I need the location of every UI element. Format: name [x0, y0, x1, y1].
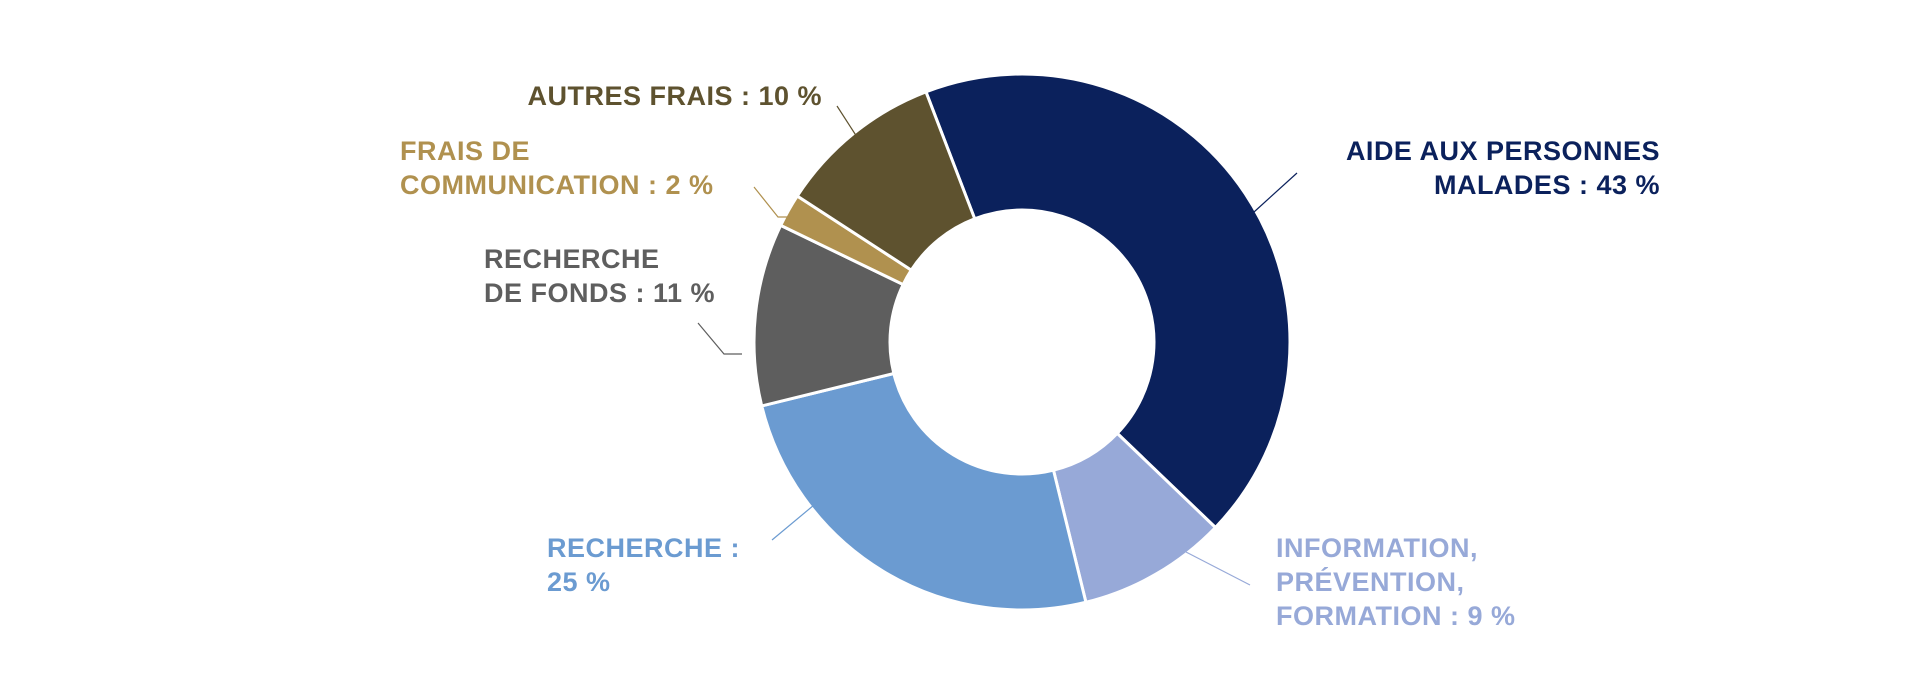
- data-label-line: AUTRES FRAIS : 10 %: [527, 81, 822, 111]
- data-label-recherche-de-fonds: RECHERCHE DE FONDS : 11 %: [484, 244, 715, 308]
- data-label-line: RECHERCHE: [484, 244, 660, 274]
- data-label-line: COMMUNICATION : 2 %: [400, 170, 714, 200]
- data-label-line: 25 %: [547, 567, 611, 597]
- leader-line-frais-de-communication: [753, 186, 790, 218]
- data-label-line: MALADES : 43 %: [1434, 170, 1660, 200]
- leader-line-information-prevention-formation: [1185, 551, 1251, 586]
- slice-autres-frais: [795, 90, 977, 272]
- leader-line-recherche: [771, 504, 815, 541]
- leader-line-recherche-de-fonds: [697, 322, 742, 355]
- slice-recherche: [760, 371, 1088, 612]
- leader-line-autres-frais: [836, 105, 858, 138]
- leader-lines-group: [697, 105, 1298, 586]
- data-label-information-prevention-formation: INFORMATION, PRÉVENTION, FORMATION : 9 %: [1276, 533, 1516, 631]
- data-label-autres-frais: AUTRES FRAIS : 10 %: [527, 81, 822, 111]
- data-label-frais-de-communication: FRAIS DE COMMUNICATION : 2 %: [400, 136, 714, 200]
- data-label-line: FRAIS DE: [400, 136, 530, 166]
- data-label-line: INFORMATION,: [1276, 533, 1478, 563]
- slice-aide-aux-personnes-malades: [924, 72, 1292, 529]
- slices-group: [752, 72, 1292, 612]
- data-label-line: DE FONDS : 11 %: [484, 278, 715, 308]
- labels-group: AIDE AUX PERSONNES MALADES : 43 % INFORMAT…: [400, 81, 1660, 631]
- data-label-recherche: RECHERCHE : 25 %: [547, 533, 740, 597]
- data-label-line: FORMATION : 9 %: [1276, 601, 1516, 631]
- data-label-line: AIDE AUX PERSONNES: [1346, 136, 1660, 166]
- leader-line-aide-aux-personnes-malades: [1253, 172, 1298, 213]
- data-label-line: PRÉVENTION,: [1276, 566, 1465, 597]
- data-label-aide-aux-personnes-malades: AIDE AUX PERSONNES MALADES : 43 %: [1346, 136, 1660, 200]
- data-label-line: RECHERCHE :: [547, 533, 740, 563]
